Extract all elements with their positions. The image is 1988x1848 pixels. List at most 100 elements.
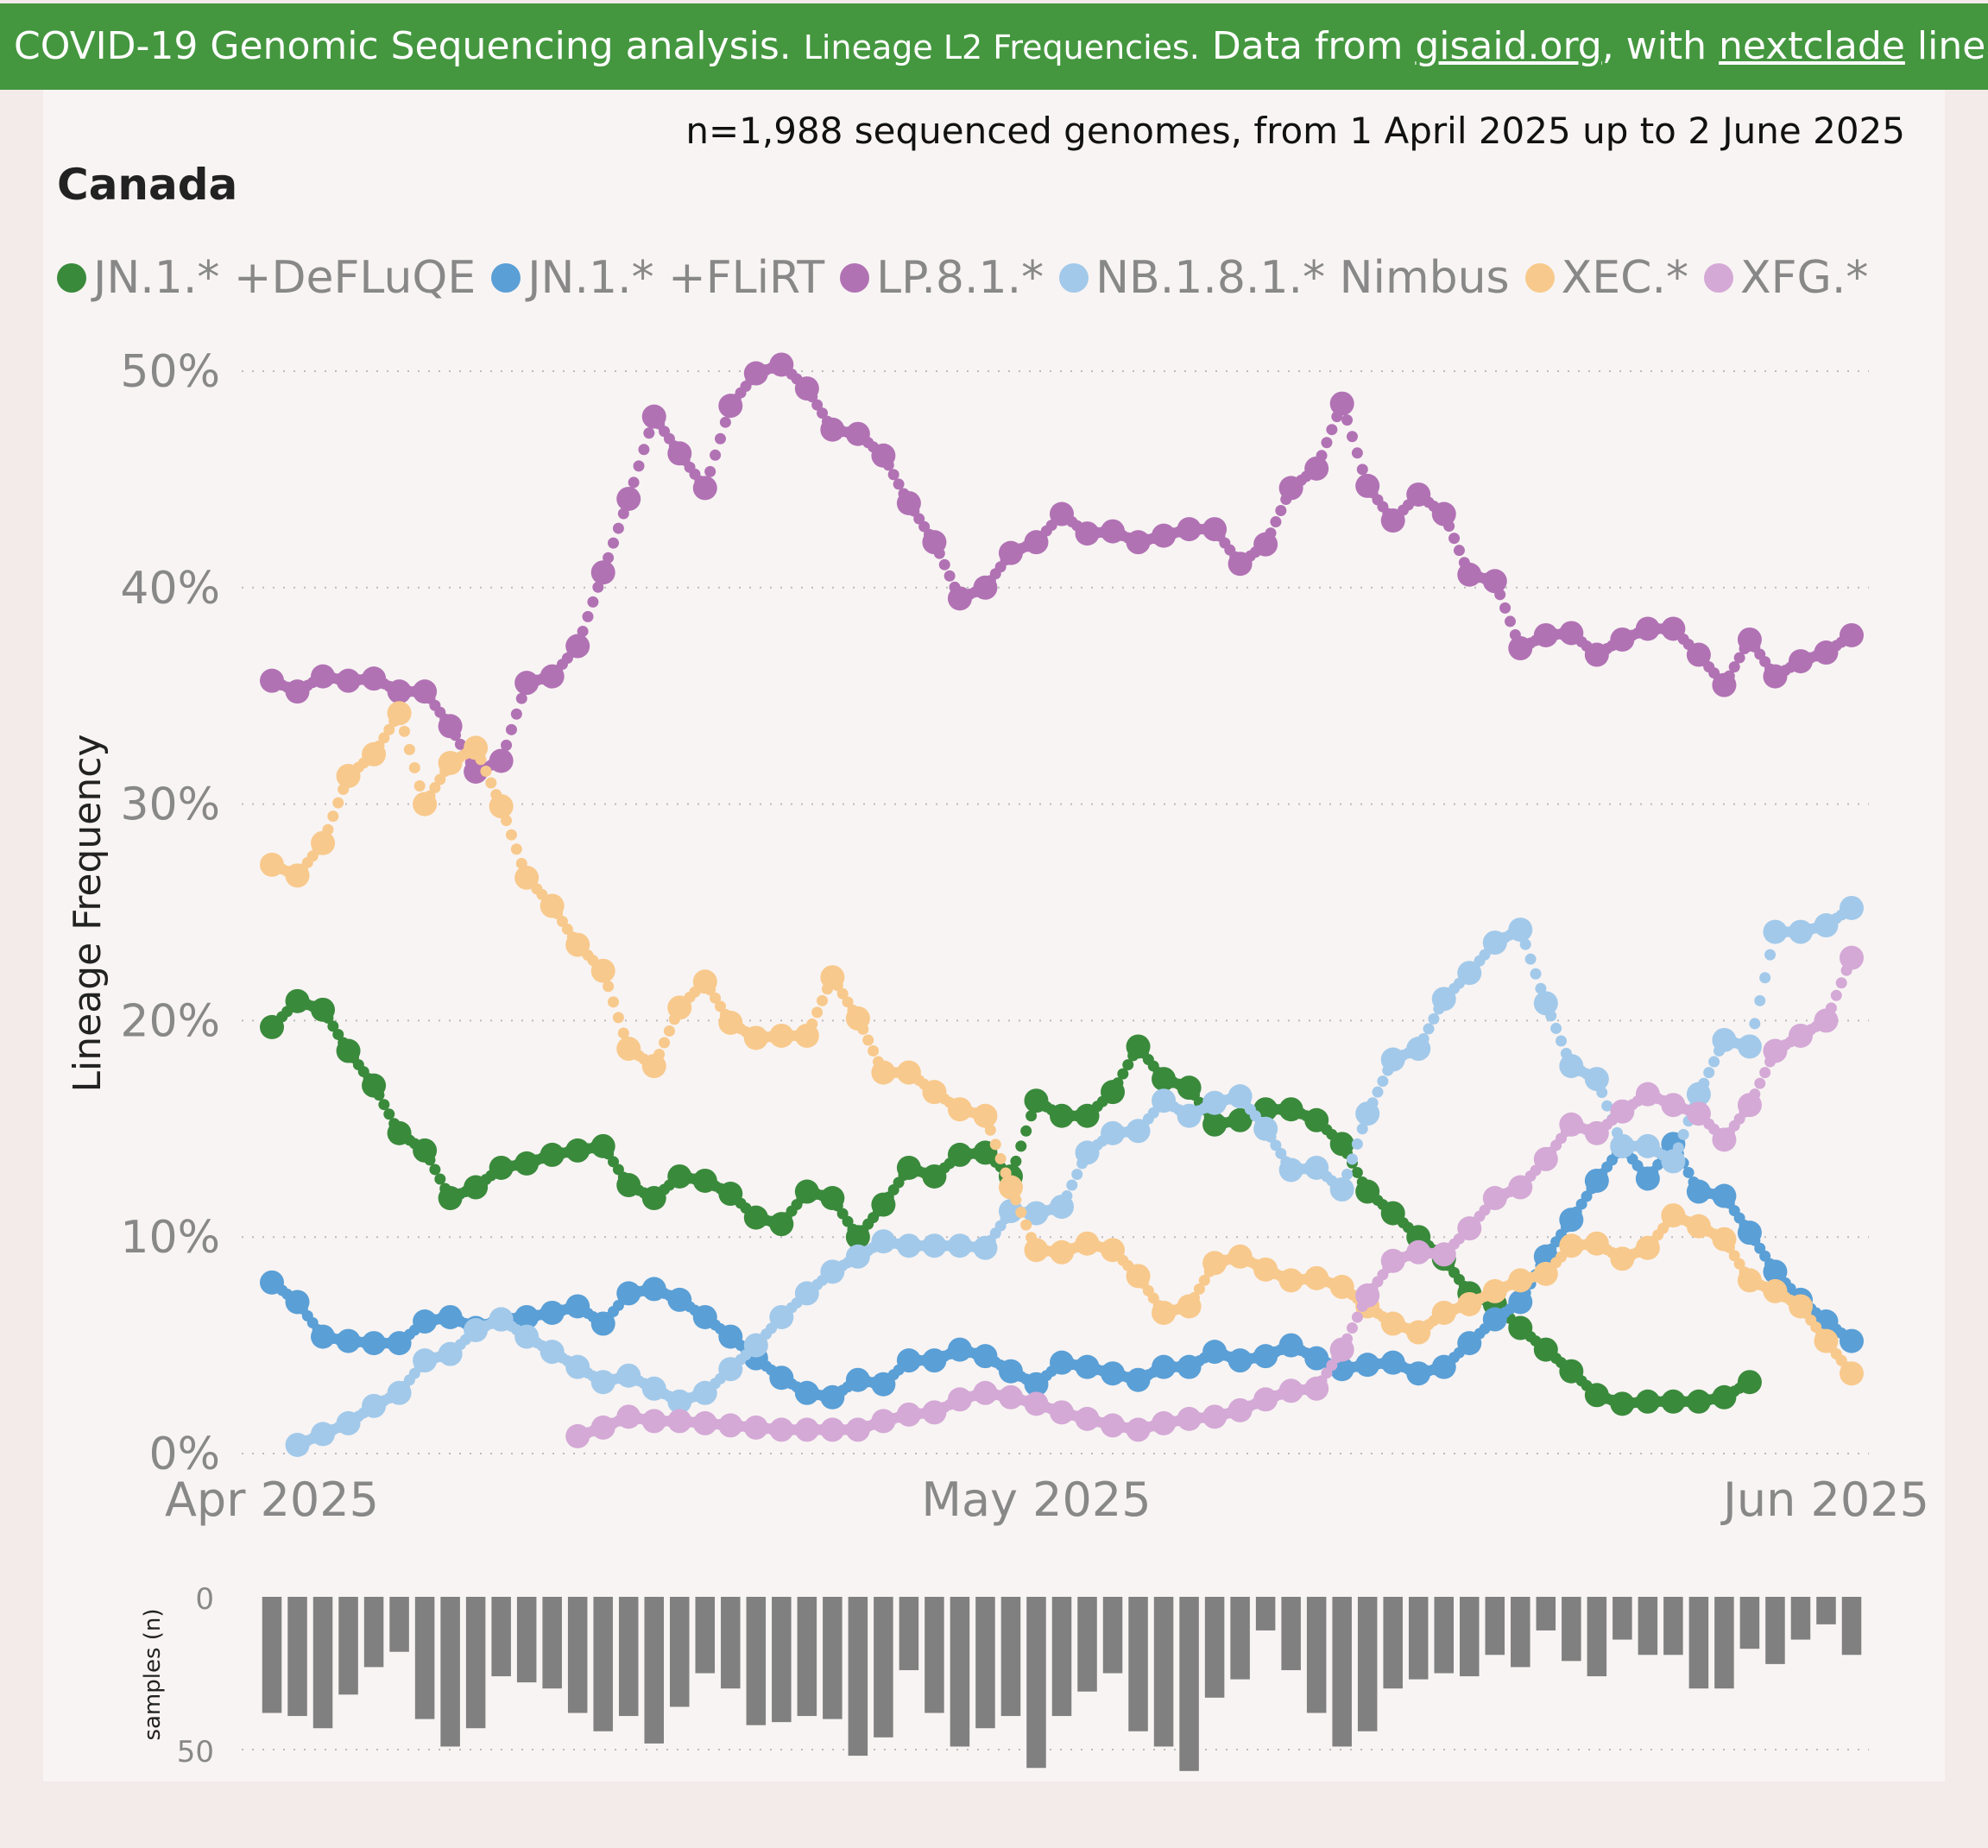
legend-item[interactable]: NB.1.8.1.* Nimbus	[1059, 252, 1510, 304]
series-connector-dot	[1122, 1059, 1134, 1071]
series-connector-dot	[1356, 464, 1368, 476]
data-point	[769, 1417, 794, 1442]
data-point	[1508, 1268, 1533, 1293]
sample-bar	[772, 1597, 792, 1723]
legend-label: NB.1.8.1.* Nimbus	[1095, 252, 1510, 304]
data-point	[769, 1304, 794, 1329]
series-connector-dot	[612, 522, 624, 534]
series-connector-dot	[378, 1099, 390, 1111]
axes: 0% 10% 20% 30% 40% 50% Apr 2025 May 2025 Jun 202…	[66, 346, 1929, 1527]
data-point	[336, 1038, 361, 1063]
data-point	[413, 1309, 438, 1334]
data-point	[896, 1402, 921, 1427]
series-connector-dot	[1733, 1258, 1745, 1270]
legend-item[interactable]: LP.8.1.*	[840, 252, 1044, 304]
header-data-from: Data from	[1211, 24, 1404, 68]
data-point	[590, 1133, 615, 1158]
series-connector-dot	[862, 1034, 874, 1046]
sample-bar	[516, 1597, 537, 1683]
data-point	[1177, 1294, 1202, 1319]
data-point	[1228, 1397, 1253, 1422]
data-point	[514, 671, 540, 696]
data-point	[260, 852, 284, 877]
series-connector-dot	[398, 725, 410, 737]
data-point	[311, 1422, 336, 1447]
data-point	[1533, 1337, 1558, 1362]
data-point	[794, 1380, 819, 1405]
data-point	[590, 560, 615, 585]
data-point	[1152, 1410, 1177, 1435]
series-connector-dot	[510, 708, 522, 720]
series-connector-dot	[1020, 1125, 1032, 1137]
series	[260, 352, 1864, 1457]
sample-bar	[1051, 1597, 1072, 1717]
data-point	[845, 1225, 870, 1250]
data-point	[616, 486, 641, 511]
data-point	[1533, 1261, 1558, 1286]
series-connector-dot	[1682, 1166, 1695, 1178]
data-point	[1177, 1406, 1202, 1431]
legend-item[interactable]: XFG.*	[1703, 252, 1868, 304]
data-point	[1712, 1127, 1737, 1152]
data-point	[871, 1372, 896, 1397]
series-connector-dot	[378, 732, 390, 744]
series-connector-dot	[1530, 968, 1542, 980]
data-point	[1508, 918, 1533, 943]
data-point	[464, 1318, 489, 1343]
nextclade-link[interactable]: nextclade	[1719, 24, 1905, 68]
sample-bar	[1383, 1597, 1403, 1689]
legend-label: XEC.*	[1561, 252, 1688, 304]
series-connector-dot	[1524, 953, 1537, 965]
data-point	[565, 1294, 590, 1319]
data-point	[1559, 1112, 1584, 1137]
bar-y-tick-label: 0	[195, 1582, 214, 1617]
series-connector-dot	[1275, 1147, 1287, 1159]
series-connector-dot	[577, 625, 589, 637]
data-point	[922, 1400, 947, 1425]
series-connector-dot	[612, 1012, 624, 1024]
series-connector-dot	[1351, 447, 1363, 459]
series-connector-dot	[633, 460, 645, 472]
sample-bar	[925, 1597, 944, 1713]
data-point	[947, 1337, 972, 1362]
data-point	[1278, 476, 1303, 501]
data-point	[998, 540, 1023, 565]
series-connector-dot	[1270, 516, 1282, 528]
series-connector-dot	[1830, 989, 1842, 1001]
data-point	[1329, 1337, 1354, 1362]
data-point	[1840, 1361, 1864, 1386]
data-point	[1101, 1238, 1126, 1263]
gisaid-link[interactable]: gisaid.org	[1415, 24, 1602, 68]
data-point	[1763, 919, 1788, 944]
x-tick-label: May 2025	[921, 1473, 1151, 1527]
data-point	[794, 1281, 819, 1306]
data-point	[540, 664, 565, 689]
series-connector-dot	[1341, 414, 1354, 426]
legend-dot-icon	[1524, 263, 1555, 293]
sample-bar	[1204, 1597, 1225, 1698]
data-point	[1228, 1348, 1253, 1373]
data-point	[311, 1324, 336, 1349]
legend-item[interactable]: JN.1.* +DeFLuQE	[57, 252, 476, 304]
data-point	[1126, 1119, 1151, 1144]
data-point	[1024, 1201, 1049, 1226]
data-point	[667, 1389, 692, 1414]
data-point	[285, 988, 310, 1013]
data-point	[1380, 1201, 1405, 1226]
data-point	[1050, 501, 1074, 527]
legend-item[interactable]: JN.1.* +FLiRT	[491, 252, 824, 304]
data-point	[1253, 1116, 1278, 1141]
y-axis-label: Lineage Frequency	[66, 735, 110, 1093]
data-point	[1482, 1278, 1507, 1303]
data-point	[1431, 1300, 1456, 1325]
data-point	[1814, 1328, 1839, 1353]
sample-bar	[312, 1597, 333, 1729]
y-tick-label: 0%	[149, 1429, 221, 1480]
data-point	[590, 958, 615, 983]
legend-item[interactable]: XEC.*	[1524, 252, 1688, 304]
data-point	[1712, 672, 1737, 697]
series-connector-dot	[1117, 1068, 1129, 1080]
legend-dot-icon	[840, 263, 870, 293]
data-point	[1380, 1350, 1405, 1375]
data-point	[540, 1142, 565, 1167]
